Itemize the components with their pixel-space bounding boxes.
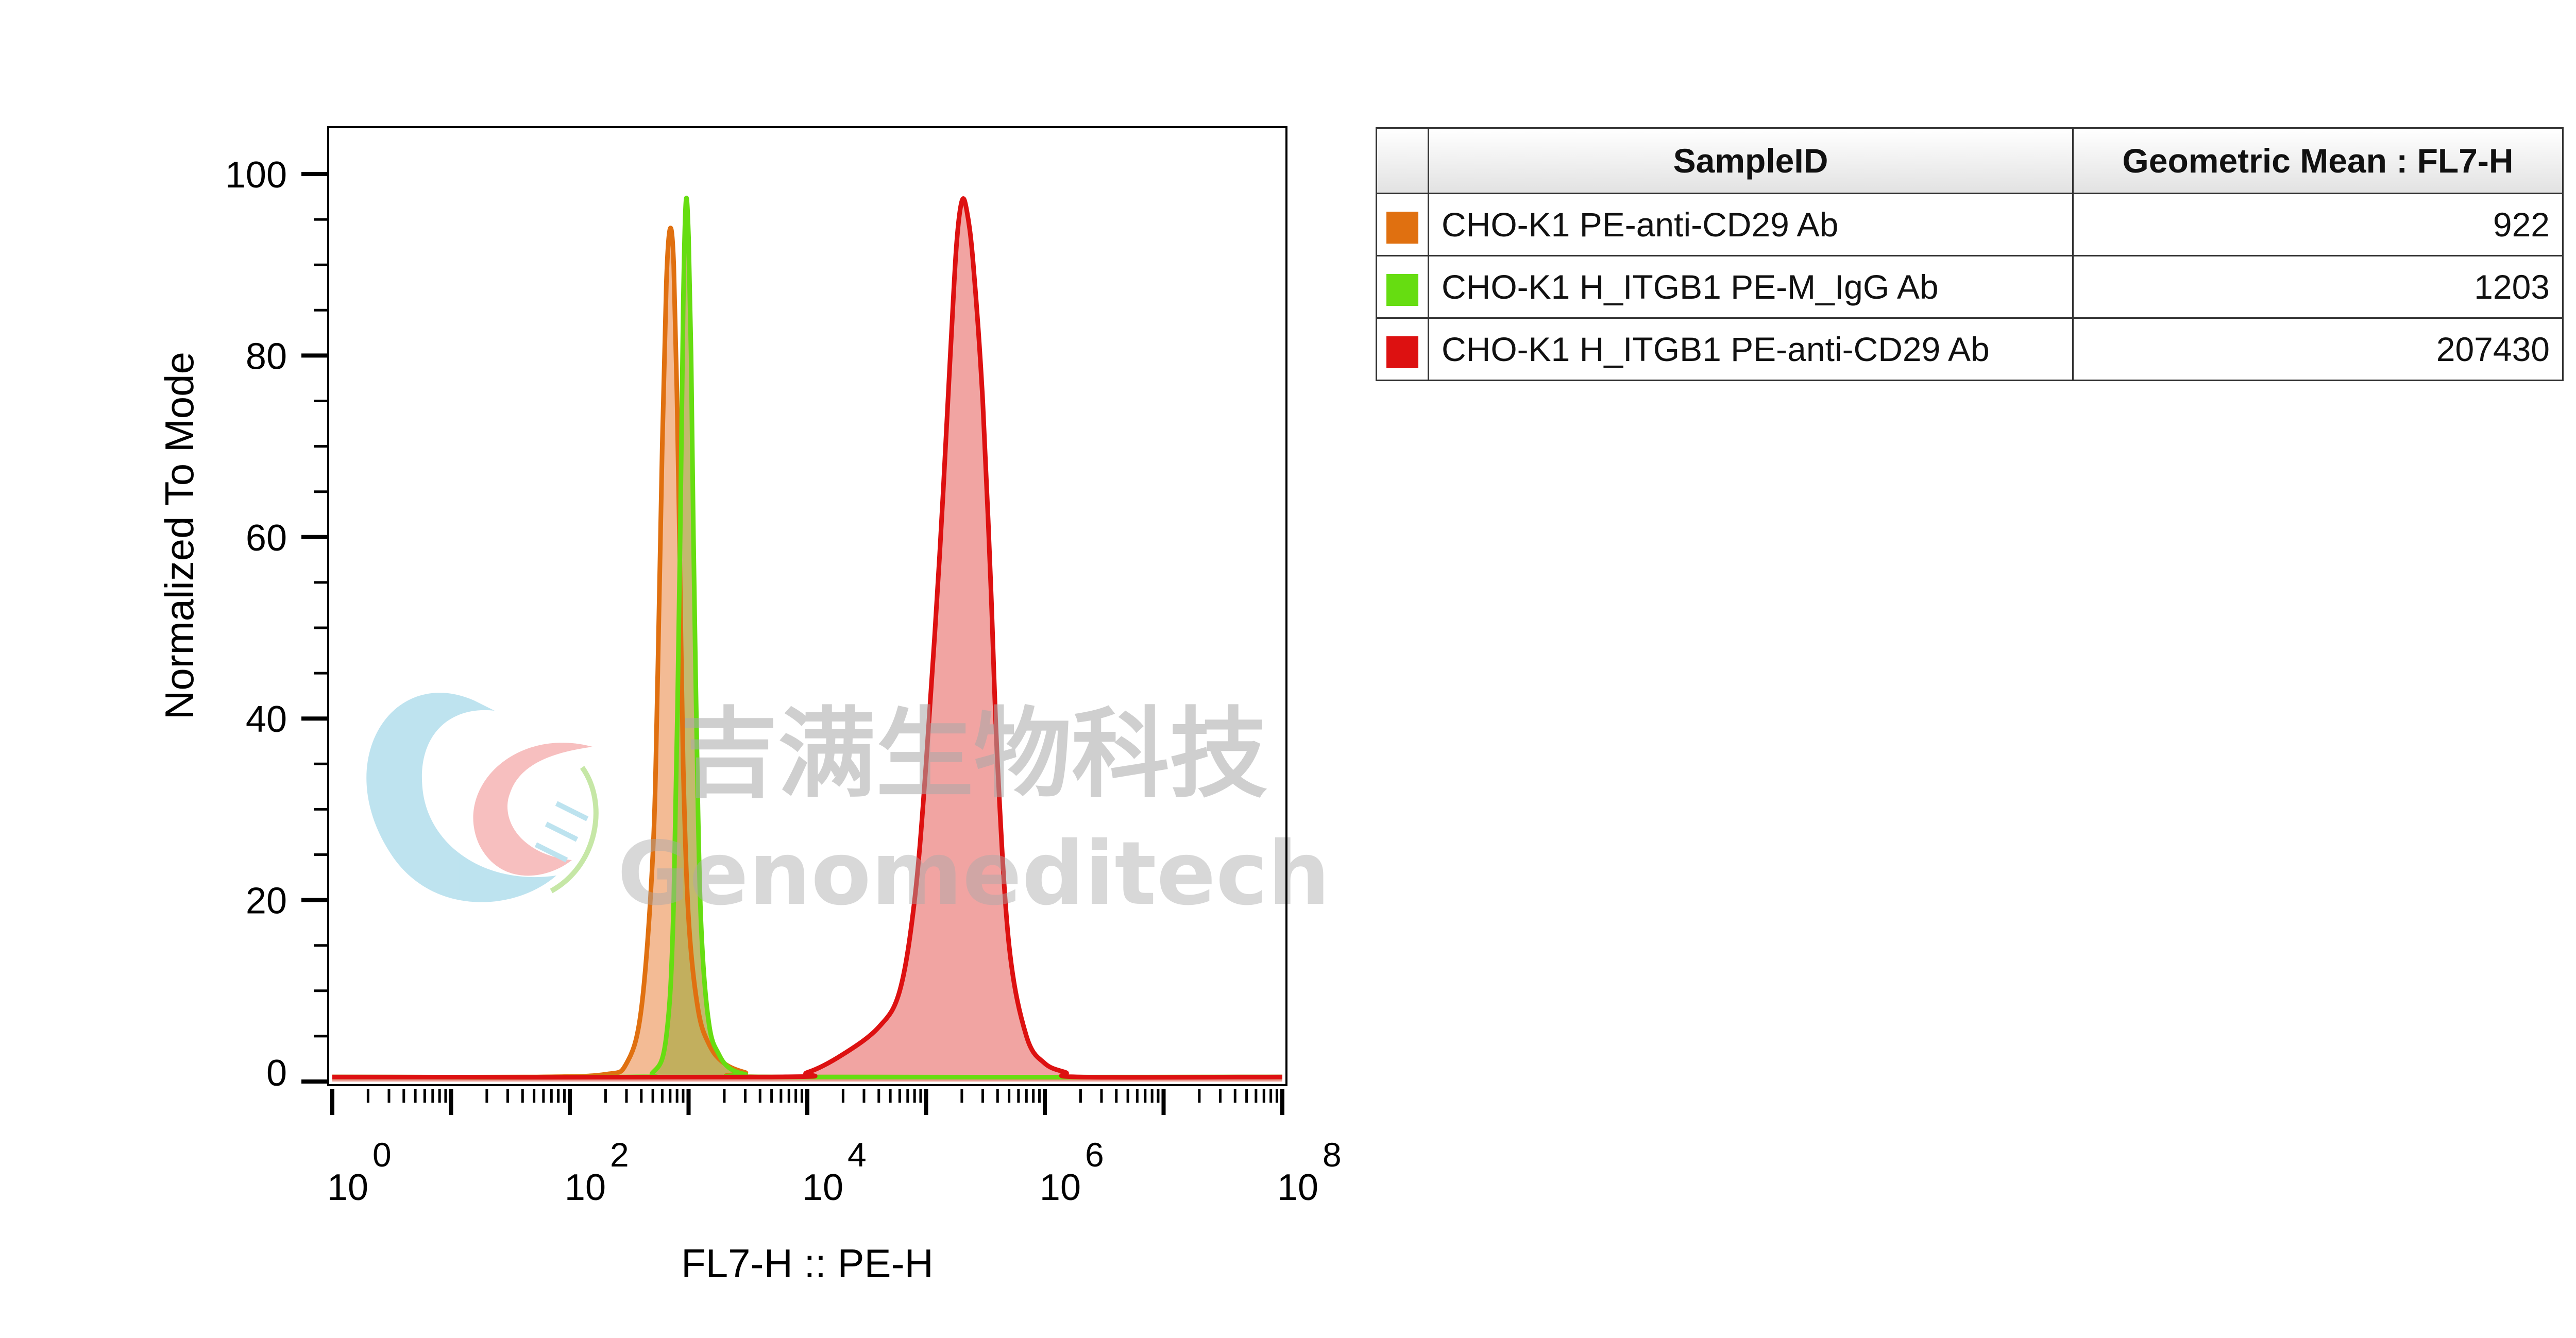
legend-row: CHO-K1 H_ITGB1 PE-anti-CD29 Ab 207430 xyxy=(1376,317,2564,381)
x-tick-exponent: 2 xyxy=(610,1136,629,1174)
legend-table: SampleID Geometric Mean : FL7-H CHO-K1 P… xyxy=(1376,127,2564,381)
plot-frame xyxy=(327,126,1287,1086)
series-line-3 xyxy=(332,196,1283,1080)
series-line-1 xyxy=(332,226,1283,1080)
legend-swatch xyxy=(1386,211,1418,244)
sample-name: CHO-K1 H_ITGB1 PE-anti-CD29 Ab xyxy=(1428,317,2074,381)
geometric-mean-value: 207430 xyxy=(2072,317,2564,381)
y-tick-label: 20 xyxy=(246,881,287,922)
x-tick-label: 10 xyxy=(1040,1167,1081,1208)
y-axis: 0 20 40 60 80 100 xyxy=(225,155,328,1094)
y-tick-label: 80 xyxy=(246,336,287,377)
x-tick-label: 10 xyxy=(565,1167,606,1208)
y-tick-label: 100 xyxy=(225,155,287,196)
legend-swatch-cell xyxy=(1376,255,1429,319)
series-line-2 xyxy=(332,195,1283,1080)
watermark-logo xyxy=(366,693,599,902)
x-tick-exponent: 8 xyxy=(1323,1136,1342,1174)
sample-id-header: SampleID xyxy=(1428,127,2074,194)
y-tick-label: 40 xyxy=(246,699,287,740)
x-axis-label: FL7-H :: PE-H xyxy=(681,1241,934,1286)
legend-swatch xyxy=(1386,273,1418,306)
x-tick-label: 10 xyxy=(1277,1167,1318,1208)
histogram-fills xyxy=(332,198,1282,1082)
legend-row: CHO-K1 H_ITGB1 PE-M_IgG Ab 1203 xyxy=(1376,255,2564,319)
series-fill-2 xyxy=(332,198,1282,1082)
legend-row: CHO-K1 PE-anti-CD29 Ab 922 xyxy=(1376,193,2564,256)
x-tick-exponent: 6 xyxy=(1085,1136,1104,1174)
legend-header-row: SampleID Geometric Mean : FL7-H xyxy=(1376,127,2564,194)
watermark-english-text: Genomeditech xyxy=(617,823,1330,925)
geometric-mean-value: 1203 xyxy=(2072,255,2564,319)
x-tick-exponent: 0 xyxy=(372,1136,392,1174)
x-tick-label: 10 xyxy=(327,1167,368,1208)
y-axis-label: Normalized To Mode xyxy=(157,352,202,719)
watermark-chinese-text: 吉满生物科技 xyxy=(680,697,1267,811)
y-tick-label: 0 xyxy=(266,1053,287,1094)
geometric-mean-header: Geometric Mean : FL7-H xyxy=(2072,127,2564,194)
sample-name: CHO-K1 H_ITGB1 PE-M_IgG Ab xyxy=(1428,255,2074,319)
series-fill-1 xyxy=(332,228,1282,1082)
legend-swatch xyxy=(1386,336,1418,368)
x-tick-exponent: 4 xyxy=(848,1136,867,1174)
x-tick-label: 10 xyxy=(802,1167,843,1208)
y-tick-label: 60 xyxy=(246,518,287,559)
sample-name: CHO-K1 PE-anti-CD29 Ab xyxy=(1428,193,2074,256)
geometric-mean-value: 922 xyxy=(2072,193,2564,256)
legend-swatch-cell xyxy=(1376,317,1429,381)
histogram-lines xyxy=(332,195,1283,1080)
legend-swatch-cell xyxy=(1376,193,1429,256)
legend-swatch-header xyxy=(1376,127,1429,194)
series-fill-3 xyxy=(332,198,1282,1082)
